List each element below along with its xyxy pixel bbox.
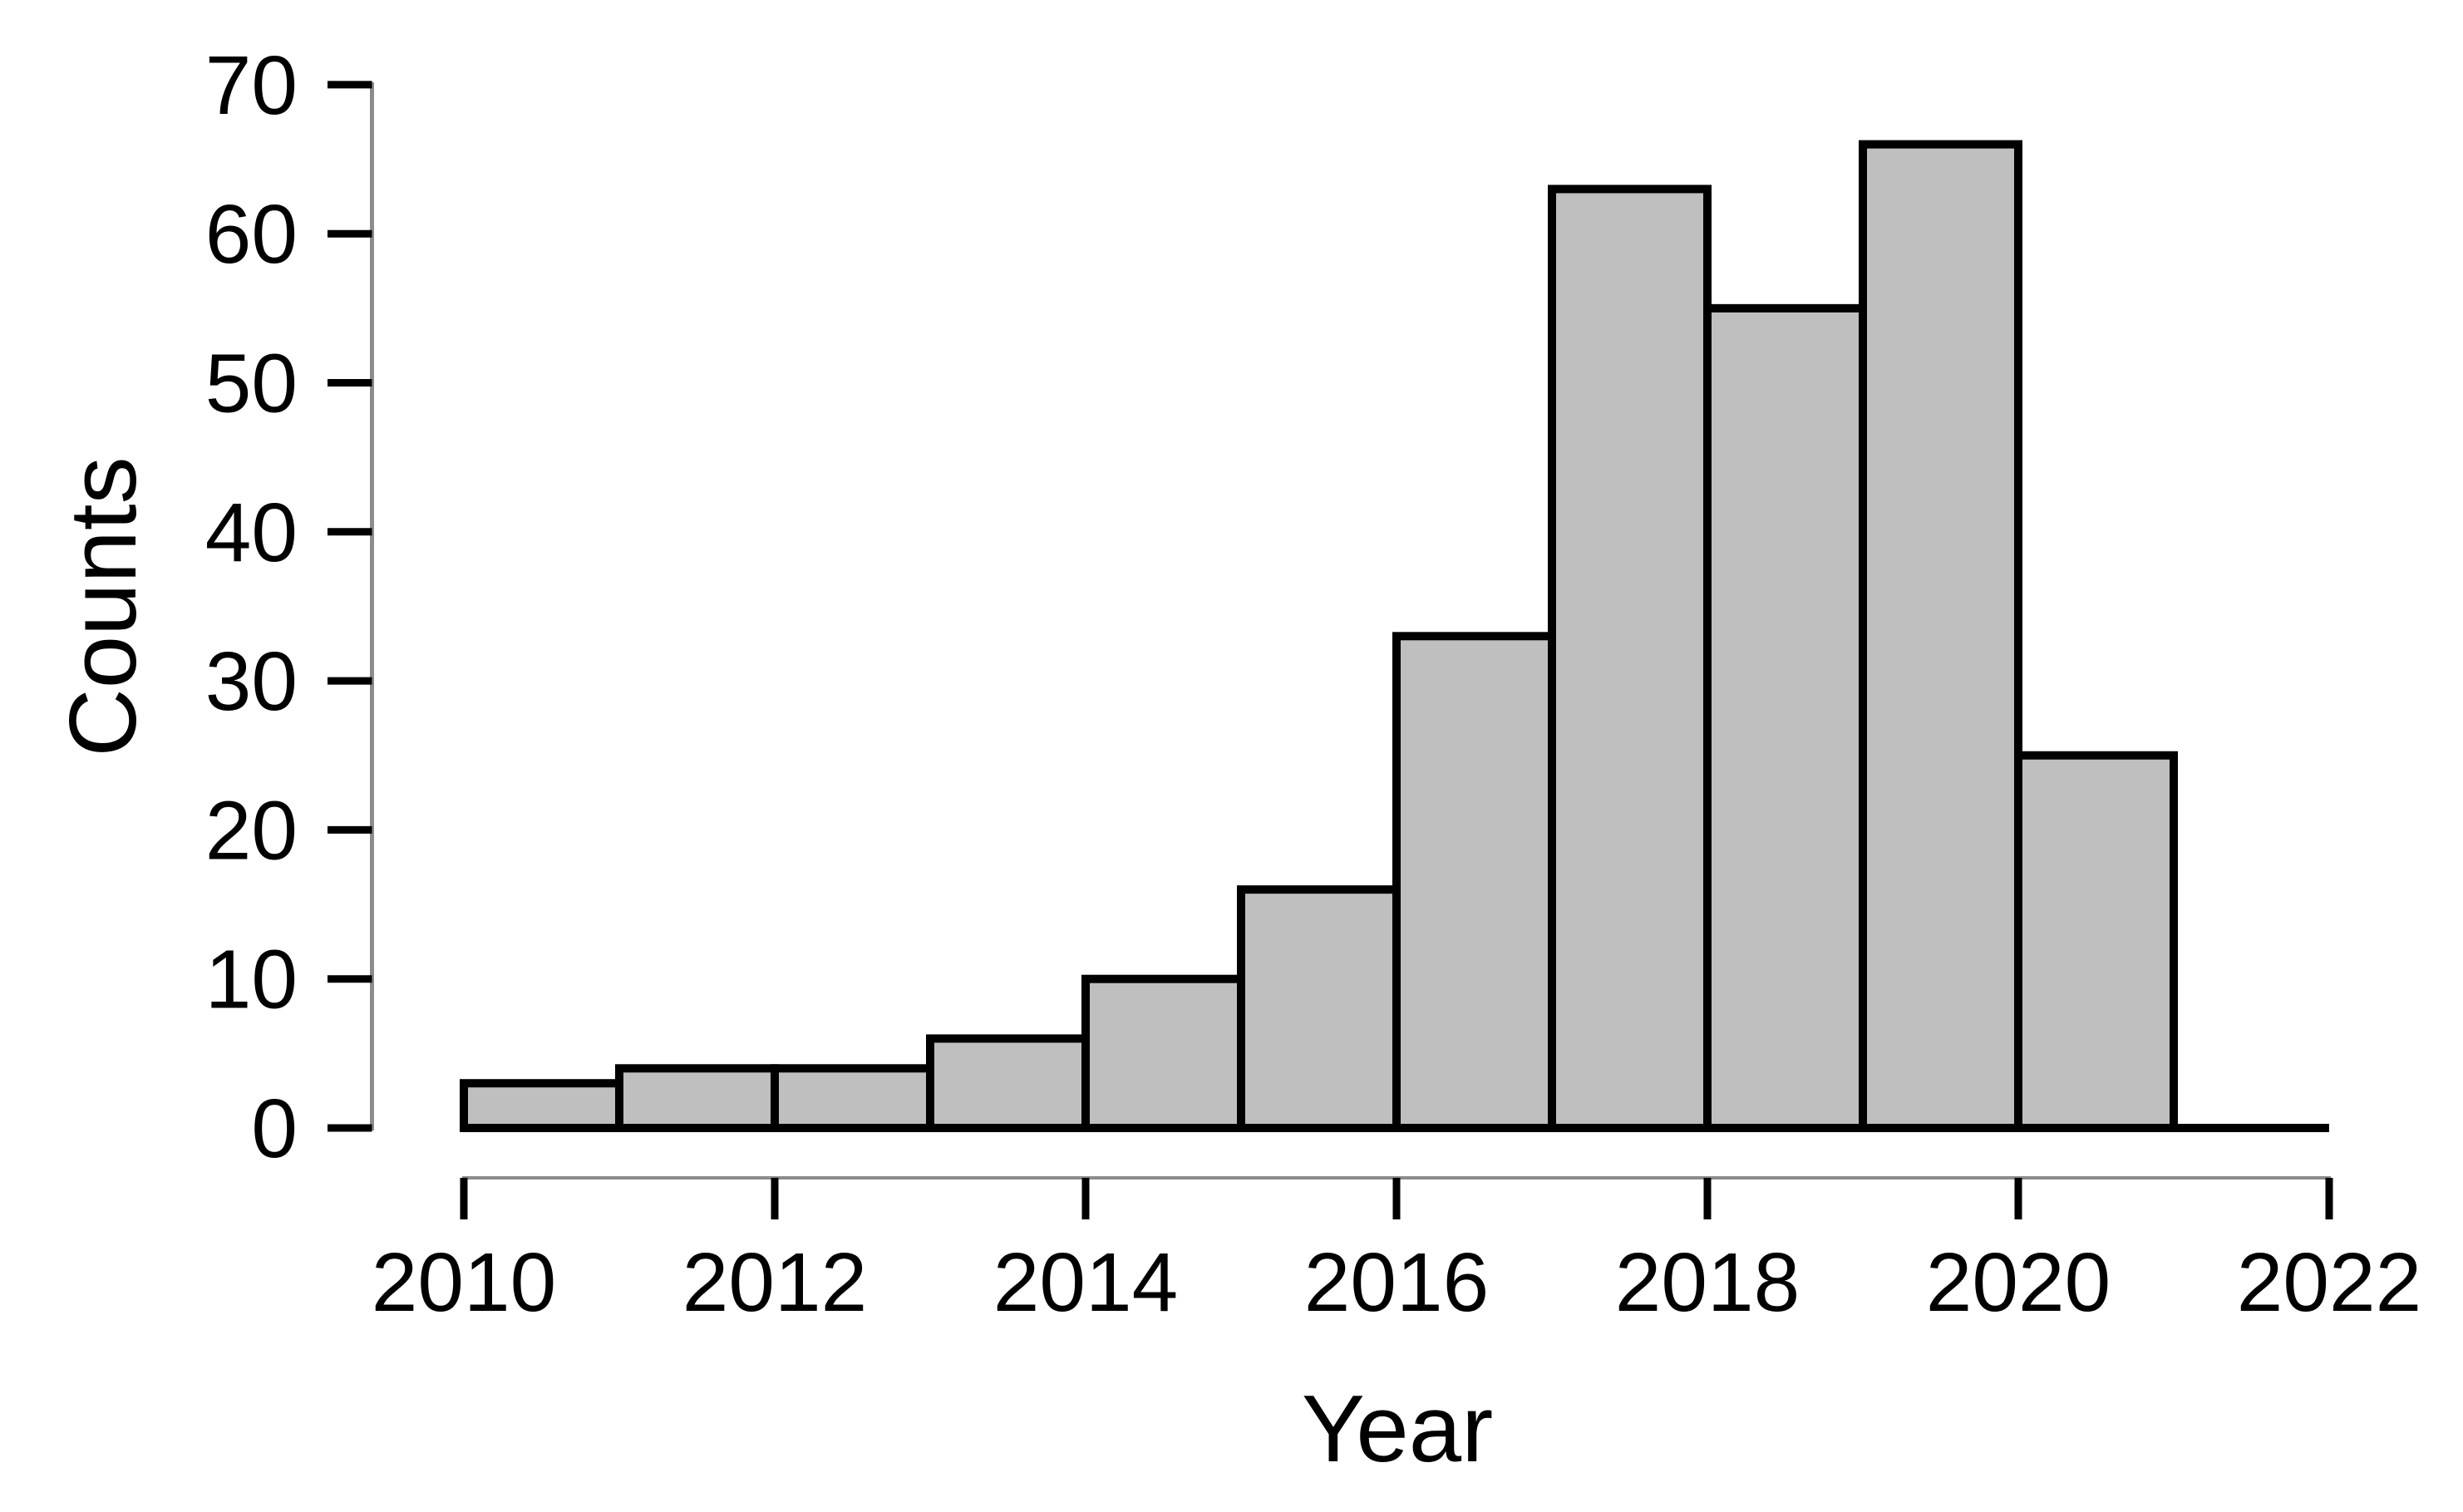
y-tick-label-60: 60 [205,188,298,281]
histogram-bar-2010 [460,1079,623,1132]
histogram-bar-2014 [1081,974,1245,1132]
histogram-bar-2020 [2014,751,2178,1132]
y-tick-label-50: 50 [205,337,298,431]
x-axis-title: Year [1302,1377,1493,1482]
y-tick-label-10: 10 [205,933,298,1027]
x-axis: 2010 2012 2014 2016 2018 2020 2022 [372,1176,2421,1329]
x-tick-label-2018: 2018 [1615,1236,1800,1329]
histogram-bar-2013 [926,1034,1090,1133]
y-tick-label-0: 0 [251,1082,298,1175]
histogram-bar-2015 [1237,885,1401,1132]
histogram-bar-2018 [1703,303,1867,1133]
x-tick-label-2014: 2014 [993,1236,1178,1329]
y-tick-label-20: 20 [205,784,298,877]
y-axis-title: Counts [51,456,156,756]
histogram-bar-2019 [1859,140,2022,1132]
histogram-bar-2017 [1548,185,1712,1132]
bars-layer [460,140,2178,1133]
y-axis: 0 10 20 30 40 50 60 70 [205,39,374,1175]
y-tick-label-30: 30 [205,635,298,728]
y-tick-label-40: 40 [205,486,298,579]
y-tick-label-70: 70 [205,39,298,132]
histogram-bar-2011 [615,1064,779,1133]
histogram-bar-2012 [771,1064,934,1133]
x-tick-label-2020: 2020 [1926,1236,2111,1329]
x-tick-label-2022: 2022 [2237,1236,2421,1329]
x-tick-label-2012: 2012 [682,1236,867,1329]
histogram-bar-2016 [1392,632,1556,1132]
x-tick-label-2010: 2010 [372,1236,556,1329]
x-tick-label-2016: 2016 [1304,1236,1489,1329]
